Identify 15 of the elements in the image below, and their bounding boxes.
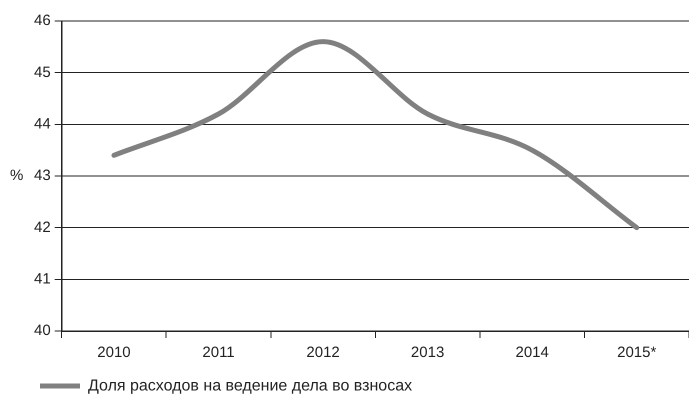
legend-label: Доля расходов на ведение дела во взносах [88,377,412,394]
x-tick-label: 2014 [515,344,549,362]
y-tick-label: 42 [34,218,51,236]
x-tick-label: 2012 [306,344,340,362]
x-tick-label: 2015* [617,344,656,362]
y-tick-label: 40 [34,322,51,340]
y-tick-label: 41 [34,270,51,288]
y-tick-label: 44 [34,115,51,132]
y-tick-label: 43 [34,167,51,184]
x-tick-label: 2011 [202,344,235,362]
y-tick-label: 46 [34,12,51,30]
y-tick-label: 45 [34,64,51,81]
x-tick-label: 2010 [97,344,131,362]
x-tick-label: 2013 [410,344,444,362]
y-axis-title: % [10,167,24,184]
